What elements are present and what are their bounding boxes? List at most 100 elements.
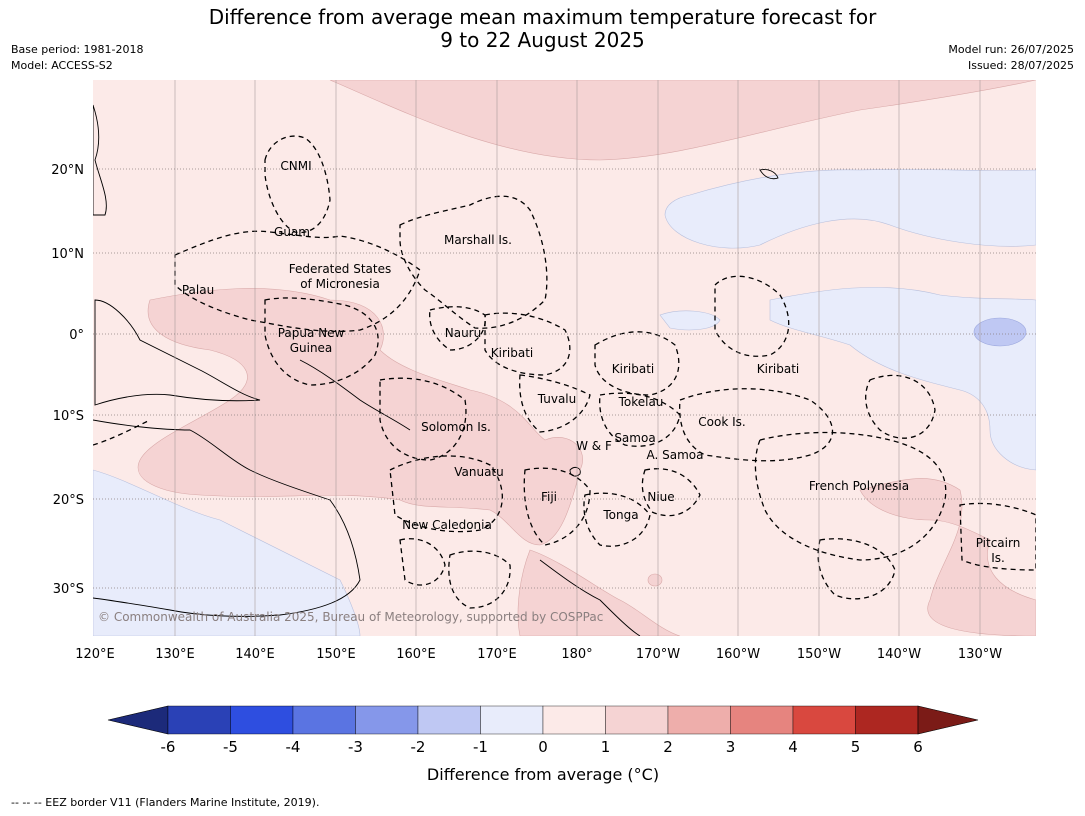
anomaly-neg-region-east [769, 287, 1036, 471]
model-name: Model: ACCESS-S2 [11, 59, 113, 72]
anomaly-neg-region-australia [93, 469, 361, 636]
colorbar-tick: 0 [538, 738, 548, 756]
longitude-labels: 120°E 130°E 140°E 150°E 160°E 170°E 180° 170°W 1… [75, 647, 1002, 662]
eez-pitcairn [959, 502, 1036, 571]
meta-left: Base period: 1981-2018 Model: ACCESS-S2 [11, 42, 143, 74]
label-png-2: Guinea [290, 341, 333, 355]
colorbar-segment [355, 705, 419, 735]
lon-label: 140°E [235, 647, 275, 662]
eez-borders [93, 135, 1036, 609]
colorbar-tick: -2 [411, 738, 426, 756]
anomaly-neg-1-2-region [973, 317, 1027, 347]
lon-label: 170°W [636, 647, 680, 662]
eez-cook [679, 388, 834, 462]
colorbar-segment [792, 705, 856, 735]
colorbar-tick: 1 [601, 738, 611, 756]
coastline-asia [93, 104, 107, 216]
label-new-caledonia: New Caledonia [402, 518, 492, 532]
colorbar-tick: -4 [286, 738, 301, 756]
eez-nauru [429, 306, 486, 351]
eez-kiribati-w [484, 312, 571, 376]
label-asamoa: A. Samoa [647, 448, 704, 462]
eez-tuvalu [519, 374, 591, 433]
label-kiribati-w: Kiribati [491, 346, 533, 360]
label-png-1: Papua New [278, 326, 345, 340]
anomaly-1-2-region-south [517, 549, 681, 636]
map-title: Difference from average mean maximum tem… [0, 6, 1085, 52]
eez-kiribati-c [594, 331, 680, 396]
colorbar-tick: 6 [913, 738, 923, 756]
colorbar-segment [167, 705, 231, 735]
title-line-2: 9 to 22 August 2025 [440, 28, 645, 52]
colorbar-segment [605, 705, 669, 735]
coastline-new-zealand [539, 559, 641, 636]
colorbar-segment [855, 705, 919, 735]
lon-label: 120°E [75, 647, 115, 662]
lat-label: 20°N [51, 163, 84, 178]
coastline-australia [93, 419, 361, 617]
label-kiribati-c: Kiribati [612, 362, 654, 376]
colorbar-segment [667, 705, 731, 735]
colorbar-tick: -3 [348, 738, 363, 756]
copyright-text: © Commonwealth of Australia 2025, Bureau… [98, 610, 603, 624]
label-kiribati-e: Kiribati [757, 362, 799, 376]
colorbar-segment [417, 705, 481, 735]
eez-marshall [399, 195, 548, 329]
colorbar-tick: -6 [161, 738, 176, 756]
label-tonga: Tonga [602, 508, 638, 522]
colorbar-segment [292, 705, 356, 735]
colorbar-extend-high [917, 705, 979, 735]
colorbar-tick: 5 [851, 738, 861, 756]
colorbar-tick: 3 [726, 738, 736, 756]
place-labels: CNMI Guam Marshall Is. Federated States … [182, 159, 1020, 565]
coastline-solomon [299, 359, 411, 431]
eez-tokelau [599, 392, 681, 447]
graticule [93, 80, 1036, 636]
latitude-labels: 20°N 10°N 0° 10°S 20°S 30°S [51, 163, 84, 597]
anomaly-1-2-region-se [859, 478, 1036, 636]
meta-right: Model run: 26/07/2025 Issued: 28/07/2025 [948, 42, 1074, 74]
label-fsm-2: of Micronesia [300, 277, 380, 291]
model-run: Model run: 26/07/2025 [948, 43, 1074, 56]
eez-west-segment [93, 419, 151, 446]
label-fiji: Fiji [541, 490, 557, 504]
eez-french-polynesia [754, 431, 947, 561]
lon-label: 130°E [155, 647, 195, 662]
lon-label: 130°W [958, 647, 1002, 662]
label-pitcairn-1: Pitcairn [976, 536, 1021, 550]
anomaly-1-2-spot [647, 573, 663, 587]
anomaly-neg-region-north [664, 169, 1036, 249]
lon-label: 150°W [797, 647, 841, 662]
label-fsm-1: Federated States [289, 262, 391, 276]
eez-marquesas [865, 374, 936, 439]
colorbar: -6 -5 -4 -3 -2 -1 0 1 2 3 4 5 6 [107, 705, 979, 756]
lat-label: 20°S [53, 493, 84, 508]
label-nauru: Nauru [445, 326, 481, 340]
eez-fiji [523, 467, 591, 546]
label-tokelau: Tokelau [618, 395, 664, 409]
label-marshall: Marshall Is. [444, 233, 512, 247]
lon-label: 140°W [877, 647, 921, 662]
lon-label: 150°E [316, 647, 356, 662]
eez-tonga [583, 492, 651, 547]
label-solomon: Solomon Is. [421, 420, 491, 434]
label-guam: Guam [274, 225, 310, 239]
label-pitcairn-2: Is. [991, 551, 1005, 565]
lon-label: 160°E [396, 647, 436, 662]
lat-label: 30°S [53, 582, 84, 597]
eez-niue [641, 468, 701, 517]
lat-label: 10°N [51, 247, 84, 262]
lat-label: 10°S [53, 409, 84, 424]
colorbar-segment [730, 705, 794, 735]
label-vanuatu: Vanuatu [454, 465, 504, 479]
lon-label: 170°E [477, 647, 517, 662]
lon-label: 180° [561, 647, 592, 662]
eez-new-caledonia [399, 538, 446, 586]
issued-date: Issued: 28/07/2025 [967, 59, 1074, 72]
colorbar-segment [480, 705, 544, 735]
anomaly-1-2-region-north [329, 80, 1036, 161]
label-cook: Cook Is. [698, 415, 745, 429]
lon-label: 160°W [716, 647, 760, 662]
label-tuvalu: Tuvalu [537, 392, 577, 406]
